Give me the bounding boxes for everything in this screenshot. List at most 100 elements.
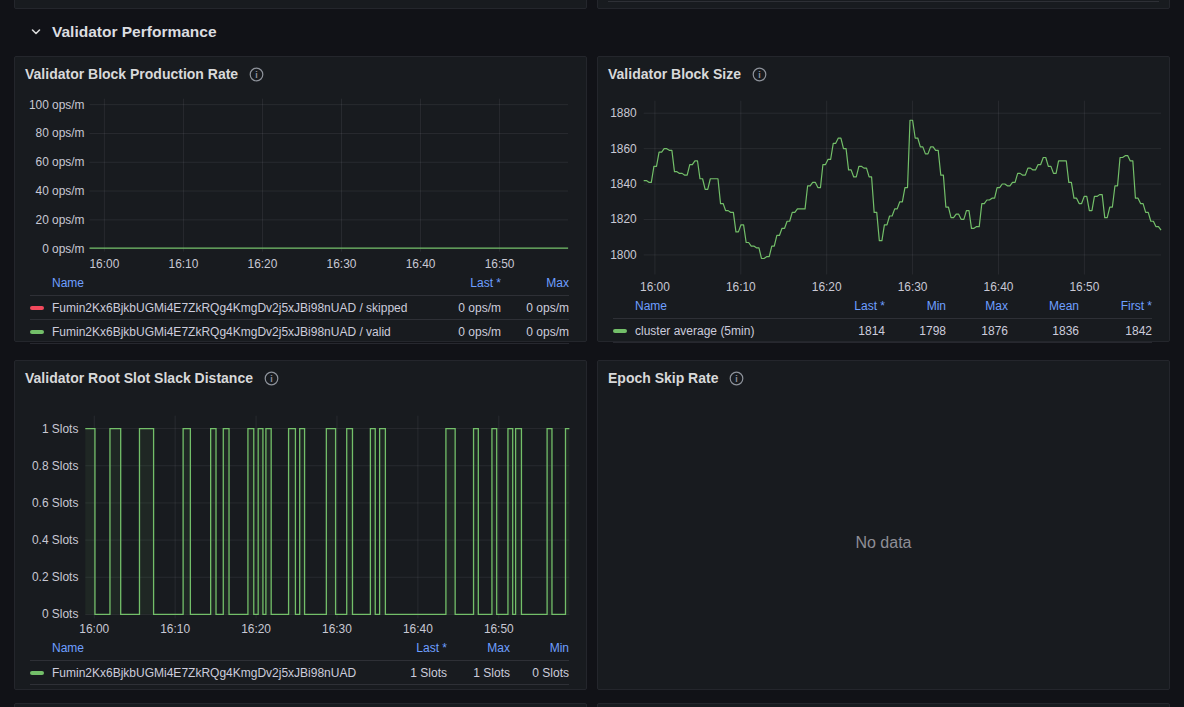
legend-col-name[interactable]: Name (613, 299, 815, 313)
svg-text:16:00: 16:00 (640, 280, 670, 294)
legend-header-row: NameLast *MinMaxMeanFirst * (613, 294, 1152, 318)
x-axis-labels: 16:0016:1016:2016:3016:4016:50 (89, 257, 514, 271)
info-icon[interactable]: i (729, 371, 744, 386)
svg-text:16:50: 16:50 (484, 622, 514, 636)
no-data-message: No data (598, 397, 1169, 689)
legend-value: 0 ops/m (433, 325, 501, 339)
series-color-dash (30, 306, 44, 310)
legend-series: cluster average (5min) (613, 324, 815, 338)
y-axis-labels: 1880 1860 1840 1820 1800 (610, 106, 637, 262)
legend-col-header[interactable]: Min (885, 299, 946, 313)
legend-col-header[interactable]: First * (1079, 299, 1152, 313)
legend-series-name[interactable]: cluster average (5min) (635, 324, 754, 338)
svg-text:16:50: 16:50 (485, 257, 515, 271)
svg-text:16:30: 16:30 (898, 280, 928, 294)
slack-series (85, 429, 569, 615)
legend-value: 0 Slots (510, 666, 569, 680)
svg-text:16:30: 16:30 (322, 622, 352, 636)
partial-panel-top-left (14, 0, 587, 9)
x-axis-labels: 16:00 16:10 16:20 16:30 16:40 16:50 (640, 280, 1100, 294)
series-color-dash (30, 671, 44, 675)
legend-row: Fumin2Kx6BjkbUGMi4E7ZkRQg4KmgDv2j5xJBi98… (30, 319, 569, 343)
block-size-series-line (644, 120, 1161, 258)
chevron-down-icon (30, 26, 42, 38)
legend-value: 1814 (815, 324, 885, 338)
svg-text:16:40: 16:40 (403, 622, 433, 636)
legend-value: 1876 (946, 324, 1008, 338)
legend-row: Fumin2Kx6BjkbUGMi4E7ZkRQg4KmgDv2j5xJBi98… (30, 660, 569, 684)
legend-header-row: NameLast *Max (30, 271, 569, 295)
grid (89, 99, 568, 252)
series-color-dash (30, 330, 44, 334)
legend-row: Fumin2Kx6BjkbUGMi4E7ZkRQg4KmgDv2j5xJBi98… (30, 295, 569, 319)
legend-col-name[interactable]: Name (30, 276, 433, 290)
svg-text:1820: 1820 (610, 212, 637, 226)
svg-text:0.8 Slots: 0.8 Slots (32, 459, 78, 473)
svg-text:1800: 1800 (610, 248, 637, 262)
svg-text:i: i (736, 374, 739, 384)
svg-text:16:10: 16:10 (726, 280, 756, 294)
partial-panel-bottom-right (597, 703, 1170, 707)
svg-text:16:20: 16:20 (248, 257, 278, 271)
legend-value: 0 ops/m (501, 325, 569, 339)
panel-header[interactable]: Epoch Skip Rate i (598, 361, 1169, 395)
panel-validator-root-slot-slack-distance: Validator Root Slot Slack Distance i 1 S… (14, 360, 587, 690)
svg-text:0.4 Slots: 0.4 Slots (32, 533, 78, 547)
svg-text:1860: 1860 (610, 142, 637, 156)
legend-value: 1798 (885, 324, 946, 338)
legend-value: 1 Slots (447, 666, 510, 680)
panel-epoch-skip-rate: Epoch Skip Rate i No data (597, 360, 1170, 690)
legend-col-header[interactable]: Min (510, 641, 569, 655)
block-production-legend: NameLast *Max Fumin2Kx6BjkbUGMi4E7ZkRQg4K… (30, 271, 569, 344)
svg-text:16:10: 16:10 (169, 257, 199, 271)
svg-text:16:40: 16:40 (984, 280, 1014, 294)
legend-series-name[interactable]: Fumin2Kx6BjkbUGMi4E7ZkRQg4KmgDv2j5xJBi98… (52, 666, 356, 680)
legend-header-row: NameLast *MaxMin (30, 636, 569, 660)
legend-series: Fumin2Kx6BjkbUGMi4E7ZkRQg4KmgDv2j5xJBi98… (30, 325, 433, 339)
legend-col-header[interactable]: Last * (815, 299, 885, 313)
svg-text:16:00: 16:00 (79, 622, 109, 636)
legend-col-name[interactable]: Name (30, 641, 377, 655)
block-size-legend: NameLast *MinMaxMeanFirst * cluster avera… (613, 294, 1152, 343)
grid (644, 101, 1161, 275)
legend-separator (608, 1, 1159, 2)
legend-series-name[interactable]: Fumin2Kx6BjkbUGMi4E7ZkRQg4KmgDv2j5xJBi98… (52, 301, 407, 315)
legend-col-header[interactable]: Mean (1008, 299, 1079, 313)
legend-col-header[interactable]: Last * (433, 276, 501, 290)
y-axis-labels: 100 ops/m80 ops/m60 ops/m40 ops/m20 ops/… (29, 98, 85, 256)
x-axis-labels: 16:0016:1016:2016:3016:4016:50 (79, 622, 514, 636)
svg-text:16:50: 16:50 (1069, 280, 1099, 294)
svg-text:60 ops/m: 60 ops/m (36, 155, 85, 169)
svg-text:0.6 Slots: 0.6 Slots (32, 496, 78, 510)
legend-col-header[interactable]: Max (501, 276, 569, 290)
legend-value: 0 ops/m (501, 301, 569, 315)
svg-text:16:30: 16:30 (327, 257, 357, 271)
legend-series: Fumin2Kx6BjkbUGMi4E7ZkRQg4KmgDv2j5xJBi98… (30, 301, 433, 315)
section-validator-performance[interactable]: Validator Performance (30, 21, 217, 43)
legend-series: Fumin2Kx6BjkbUGMi4E7ZkRQg4KmgDv2j5xJBi98… (30, 666, 377, 680)
svg-text:0 ops/m: 0 ops/m (42, 242, 84, 256)
panel-validator-block-size: Validator Block Size i 18801860184018201… (597, 56, 1170, 342)
legend-value: 0 ops/m (433, 301, 501, 315)
svg-text:1 Slots: 1 Slots (42, 422, 78, 436)
svg-text:1880: 1880 (610, 106, 637, 120)
svg-text:40 ops/m: 40 ops/m (36, 184, 85, 198)
svg-text:1840: 1840 (610, 177, 637, 191)
legend-value: 1842 (1079, 324, 1152, 338)
legend-col-header[interactable]: Last * (377, 641, 447, 655)
panel-validator-block-production-rate: Validator Block Production Rate i 100 op… (14, 56, 587, 342)
svg-text:100 ops/m: 100 ops/m (29, 98, 85, 112)
section-title: Validator Performance (52, 23, 217, 41)
legend-col-header[interactable]: Max (946, 299, 1008, 313)
svg-text:0.2 Slots: 0.2 Slots (32, 570, 78, 584)
legend-series-name[interactable]: Fumin2Kx6BjkbUGMi4E7ZkRQg4KmgDv2j5xJBi98… (52, 325, 391, 339)
svg-text:16:20: 16:20 (812, 280, 842, 294)
legend-col-header[interactable]: Max (447, 641, 510, 655)
partial-panel-top-right (597, 0, 1170, 9)
root-slot-slack-legend: NameLast *MaxMin Fumin2Kx6BjkbUGMi4E7ZkRQ… (30, 636, 569, 685)
svg-text:0 Slots: 0 Slots (42, 607, 78, 621)
legend-value: 1 Slots (377, 666, 447, 680)
svg-text:16:00: 16:00 (89, 257, 119, 271)
svg-text:80 ops/m: 80 ops/m (36, 126, 85, 140)
legend-row: cluster average (5min)181417981876183618… (613, 318, 1152, 342)
